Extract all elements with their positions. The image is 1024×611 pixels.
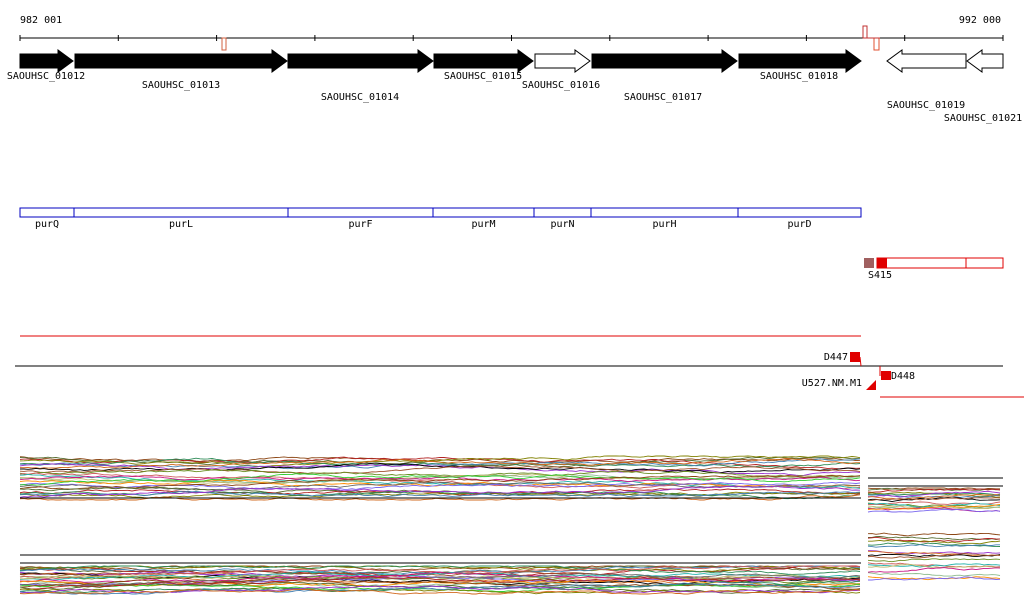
operon-box [287,207,434,218]
expression-trace [868,539,1001,545]
expression-trace [19,490,861,498]
expression-trace [19,488,861,496]
expression-trace [19,565,861,580]
expression-trace [19,571,861,581]
gene-arrow [534,49,591,73]
ruler-end: 992 000 [959,15,1001,26]
gene-label: SAOUHSC_01015 [444,71,522,82]
operon-label: purH [652,219,676,230]
expression-trace [19,474,861,490]
expression-trace [867,558,1001,563]
expression-trace [868,576,1001,581]
gene-label: SAOUHSC_01016 [522,80,600,91]
gene-label: SAOUHSC_01018 [760,71,838,82]
feature-mark [221,37,227,51]
gene-label: SAOUHSC_01019 [887,100,965,111]
expression-trace [19,571,861,581]
segment-box [881,371,891,380]
operon-label: purM [471,219,495,230]
expression-trace [19,588,861,595]
feature-mark [873,37,880,51]
gene-arrow [886,49,967,73]
expression-trace [867,494,1001,500]
segment-label: S415 [868,270,892,281]
operon-label: purD [787,219,811,230]
expression-trace [867,508,1001,513]
expression-trace [19,576,861,590]
segment-marker [866,380,876,390]
expression-trace [867,488,1001,493]
expression-trace [19,485,861,498]
gene-arrow [287,49,434,73]
expression-trace [19,565,861,575]
expression-trace [867,553,1001,558]
expression-trace [19,582,861,595]
expression-trace [19,458,860,469]
expression-trace [19,456,861,464]
operon-box [73,207,289,218]
expression-trace [19,472,861,490]
expression-trace [867,550,1001,557]
gene-arrow [591,49,738,73]
operon-box [432,207,535,218]
expression-trace [19,573,861,587]
operon-label: purN [550,219,574,230]
gene-arrow [738,49,862,73]
gene-arrow [74,49,288,73]
operon-box [533,207,592,218]
segment-label: U527.NM.M1 [802,378,862,389]
gene-arrow [433,49,534,73]
gene-label: SAOUHSC_01012 [7,71,85,82]
expression-trace [867,542,1001,548]
segment-box [877,258,887,268]
expression-trace [867,504,1001,510]
expression-trace [867,492,1001,496]
expression-trace [867,572,1001,577]
gene-label: SAOUHSC_01013 [142,80,220,91]
gene-label: SAOUHSC_01014 [321,92,399,103]
operon-label: purL [169,219,193,230]
expression-trace [867,552,1001,559]
expression-trace [867,567,1001,573]
expression-trace [868,497,1001,501]
expression-trace [867,563,1001,569]
gene-label: SAOUHSC_01021 [944,113,1022,124]
gene-track: SAOUHSC_01012 SAOUHSC_01013 SAOUHSC_01014 S… [7,49,1022,124]
operon-box [590,207,739,218]
segment-box [864,258,874,268]
operon-track: purQ purL purF purM purN purH purD [19,207,862,230]
expression-trace [19,463,861,477]
ruler-start: 982 001 [20,15,62,26]
expression-trace [19,455,861,468]
expression-trace [867,563,1001,568]
segment-link [859,356,862,367]
segment-label: D447 [824,352,848,363]
expression-tracks [19,455,1003,595]
expression-trace [19,457,861,468]
feature-mark [862,25,868,39]
expression-trace [867,536,1001,543]
operon-label: purF [348,219,372,230]
expression-trace [19,473,861,486]
expression-trace [19,465,861,474]
expression-trace [867,532,1001,537]
expression-trace [867,497,1001,503]
operon-box [19,207,75,218]
expression-trace [19,575,861,585]
segment-box [850,352,860,362]
gene-label: SAOUHSC_01017 [624,92,702,103]
operon-label: purQ [35,219,59,230]
expression-trace [867,490,1001,498]
expression-trace [867,544,1000,548]
expression-trace [20,565,861,573]
gene-arrow [966,49,1004,73]
expression-trace [19,469,861,478]
gene-arrow [19,49,74,73]
segment-label: D448 [891,371,915,382]
operon-box [737,207,862,218]
segment-box [876,257,1004,269]
expression-trace [867,576,1001,581]
